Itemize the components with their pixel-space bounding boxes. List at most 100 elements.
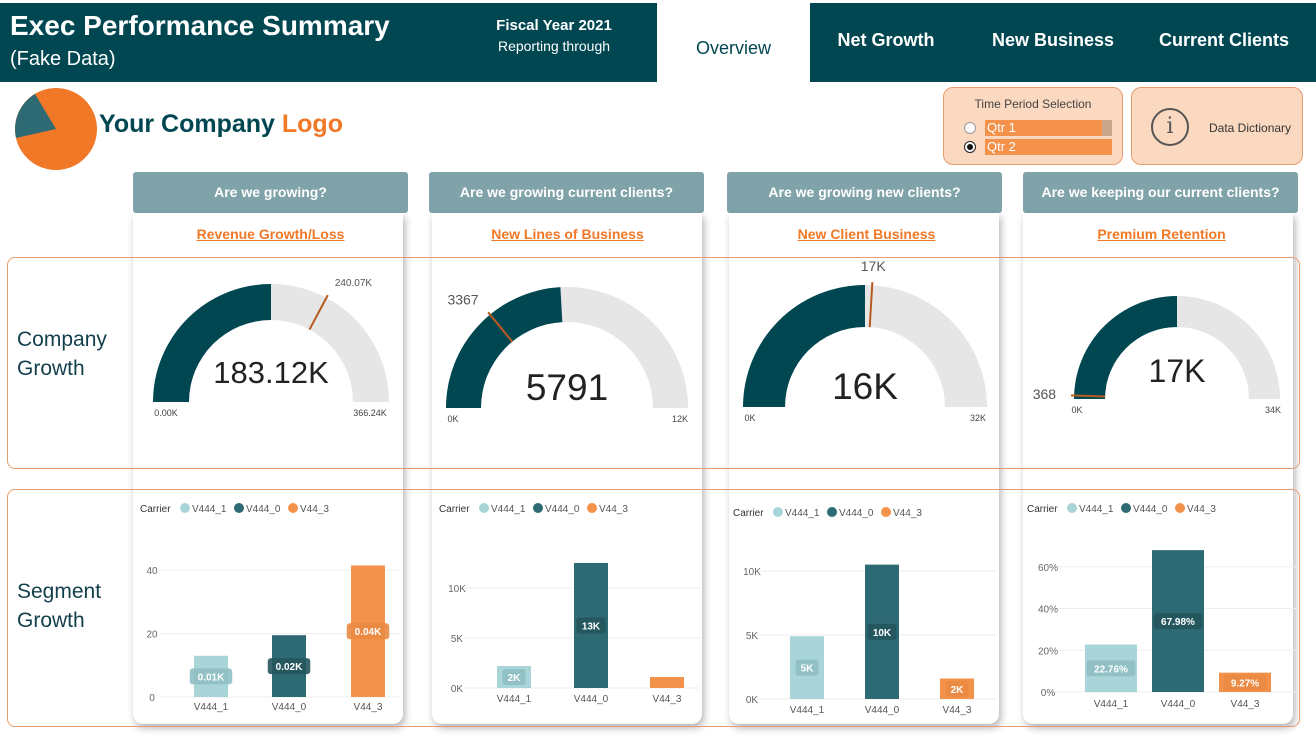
- tab-overview[interactable]: Overview: [657, 3, 810, 82]
- gauge-revenue: 240.07K 183.12K 0.00K 366.24K: [153, 278, 389, 418]
- data-label-bg: [1153, 613, 1203, 630]
- row-label-segment-growth: Segment Growth: [17, 580, 102, 632]
- legend-marker: [773, 507, 783, 517]
- gauge-fill: [446, 287, 563, 408]
- data-label: 67.98%: [1161, 617, 1195, 628]
- gauge-value: 183.12K: [213, 355, 329, 390]
- data-label-bg: [1223, 674, 1267, 691]
- bar-v44-3[interactable]: [650, 677, 684, 688]
- x-tick-label: V444_1: [1094, 699, 1129, 710]
- x-tick-label: V444_1: [790, 705, 825, 716]
- time-option-qtr2[interactable]: Qtr 2: [964, 139, 1112, 155]
- legend-marker: [479, 503, 489, 513]
- legend-entry[interactable]: V444_0: [246, 504, 281, 515]
- gauge-fill: [153, 284, 271, 402]
- radio-icon: [964, 122, 976, 134]
- legend-entry[interactable]: V444_1: [192, 504, 227, 515]
- time-period-title: Time Period Selection: [974, 97, 1092, 111]
- gauge-min-label: 0K: [447, 414, 458, 424]
- data-label-bg: [502, 669, 526, 685]
- x-tick-label: V44_3: [354, 702, 383, 713]
- y-tick-label: 10K: [448, 584, 466, 595]
- gauge-target-label: 17K: [861, 258, 887, 274]
- bar-chart-new-lines: Carrier V444_1 V444_0 V44_3 0K 5K 10K 2K V444_1 1…: [439, 503, 700, 705]
- time-option-label: Qtr 1: [985, 120, 1112, 136]
- legend-entry[interactable]: V444_1: [491, 504, 526, 515]
- legend-marker: [288, 503, 298, 513]
- time-period-slicer: Time Period Selection Qtr 1 Qtr 2: [943, 87, 1123, 165]
- link-revenue-growth[interactable]: Revenue Growth/Loss: [196, 226, 345, 242]
- legend-entry[interactable]: V44_3: [893, 508, 922, 519]
- gauge-target-marker: [308, 294, 329, 331]
- info-icon: i: [1151, 108, 1189, 146]
- bar-chart-new-clients: Carrier V444_1 V444_0 V44_3 0K 5K 10K 5K V444_1 1…: [733, 507, 997, 716]
- tab-new-business[interactable]: New Business: [991, 30, 1115, 50]
- row-label-company-growth: Company Growth: [17, 328, 107, 380]
- legend-entry[interactable]: V444_1: [1079, 504, 1114, 515]
- link-premium-retention[interactable]: Premium Retention: [1097, 226, 1226, 242]
- data-label-bg: [576, 617, 606, 634]
- page-title: Exec Performance Summary: [10, 10, 390, 41]
- legend-entry[interactable]: V444_0: [545, 504, 580, 515]
- legend-entry[interactable]: V444_1: [785, 508, 820, 519]
- legend-marker: [881, 507, 891, 517]
- data-dictionary-label: Data Dictionary: [1209, 121, 1292, 135]
- company-logo-icon: [15, 88, 97, 170]
- gauge-min-label: 0.00K: [154, 408, 178, 418]
- legend-entry[interactable]: V44_3: [300, 504, 329, 515]
- data-dictionary-button[interactable]: i Data Dictionary: [1131, 87, 1303, 165]
- legend-title: Carrier: [140, 504, 171, 515]
- gauge-new-clients: 17K 16K 0K 32K: [743, 258, 987, 423]
- data-label: 22.76%: [1094, 664, 1128, 675]
- gauge-max-label: 366.24K: [353, 408, 387, 418]
- gauge-max-label: 32K: [970, 413, 986, 423]
- gauge-fill: [743, 285, 865, 407]
- question-growing-current: Are we growing current clients?: [429, 172, 704, 213]
- legend-entry[interactable]: V444_0: [839, 508, 874, 519]
- tab-current-clients[interactable]: Current Clients: [1158, 30, 1290, 50]
- data-label-bg: [267, 658, 311, 675]
- question-keeping-current: Are we keeping our current clients?: [1023, 172, 1298, 213]
- gauge-target-marker: [487, 311, 514, 343]
- data-label: 13K: [582, 622, 601, 633]
- legend-marker: [180, 503, 190, 513]
- gauge-target-label: 3367: [447, 292, 478, 308]
- gauge-value: 17K: [1149, 353, 1206, 389]
- gauge-min-label: 0K: [1071, 405, 1082, 415]
- legend-entry[interactable]: V44_3: [1187, 504, 1216, 515]
- time-option-label: Qtr 2: [985, 139, 1112, 155]
- y-tick-label: 40: [146, 566, 158, 577]
- y-tick-label: 60%: [1038, 563, 1058, 574]
- y-tick-label: 0: [149, 693, 155, 704]
- gauge-target-marker: [1071, 394, 1106, 398]
- x-tick-label: V444_0: [865, 705, 900, 716]
- y-tick-label: 20%: [1038, 646, 1058, 657]
- legend-entry[interactable]: V44_3: [599, 504, 628, 515]
- y-tick-label: 20: [146, 630, 158, 641]
- link-new-lines[interactable]: New Lines of Business: [491, 226, 644, 242]
- legend-title: Carrier: [733, 508, 764, 519]
- x-tick-label: V444_0: [1161, 699, 1196, 710]
- tab-net-growth[interactable]: Net Growth: [837, 30, 935, 50]
- link-new-client-business[interactable]: New Client Business: [797, 226, 936, 242]
- radio-selected-icon: [964, 141, 976, 153]
- x-tick-label: V44_3: [943, 705, 972, 716]
- x-tick-label: V44_3: [1231, 699, 1260, 710]
- gauge-target-label: 368: [1033, 386, 1057, 402]
- legend-marker: [1067, 503, 1077, 513]
- legend-marker: [587, 503, 597, 513]
- legend-title: Carrier: [439, 504, 470, 515]
- data-label: 0.01K: [198, 672, 225, 683]
- bar-chart-revenue: Carrier V444_1 V444_0 V44_3 0 20 40 0.01K V444_1…: [140, 503, 400, 713]
- y-tick-label: 5K: [746, 631, 759, 642]
- scrollbar-thumb[interactable]: [1102, 120, 1112, 136]
- x-tick-label: V444_0: [574, 694, 609, 705]
- y-tick-label: 5K: [451, 634, 464, 645]
- legend-title: Carrier: [1027, 504, 1058, 515]
- time-option-qtr1[interactable]: Qtr 1: [964, 120, 1112, 136]
- legend-marker: [1121, 503, 1131, 513]
- x-tick-label: V444_0: [272, 702, 307, 713]
- data-label-bg: [346, 623, 390, 640]
- reporting-label: Reporting through: [497, 38, 611, 54]
- legend-entry[interactable]: V444_0: [1133, 504, 1168, 515]
